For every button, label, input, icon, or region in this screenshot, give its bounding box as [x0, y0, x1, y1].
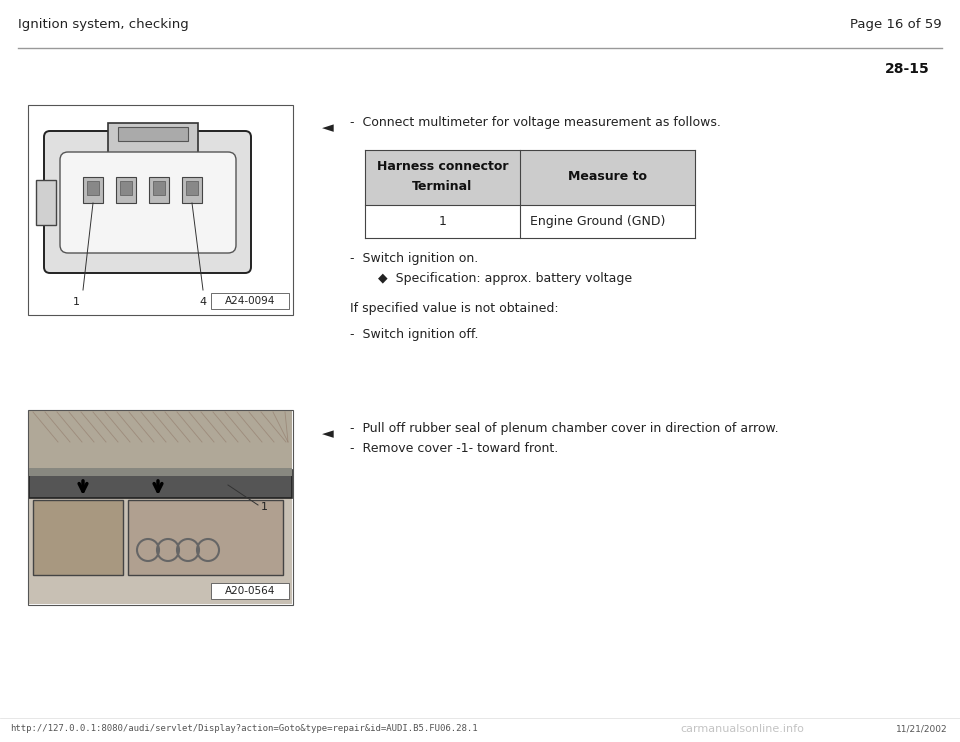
Bar [28, 410, 293, 605]
Bar [29, 411, 292, 604]
Text: ◄: ◄ [323, 120, 334, 135]
FancyBboxPatch shape [60, 152, 236, 253]
Bar [33, 500, 123, 575]
Text: A20-0564: A20-0564 [225, 586, 276, 596]
Bar [29, 411, 292, 471]
Text: ◆  Specification: approx. battery voltage: ◆ Specification: approx. battery voltage [378, 272, 632, 285]
Text: -  Switch ignition off.: - Switch ignition off. [350, 328, 478, 341]
Bar [29, 468, 292, 476]
Bar [211, 293, 289, 309]
Bar [186, 181, 198, 195]
Bar [182, 177, 202, 203]
FancyBboxPatch shape [44, 131, 251, 273]
Bar [153, 181, 165, 195]
Text: Page 16 of 59: Page 16 of 59 [851, 18, 942, 31]
Bar [365, 150, 695, 238]
Text: Terminal: Terminal [413, 180, 472, 193]
Bar [36, 180, 56, 225]
Bar [83, 177, 103, 203]
Text: 1: 1 [439, 215, 446, 228]
Text: 11/21/2002: 11/21/2002 [897, 724, 948, 733]
Bar [120, 181, 132, 195]
Text: 4: 4 [200, 297, 206, 307]
Text: A24-0094: A24-0094 [225, 296, 276, 306]
Bar [118, 127, 188, 141]
Text: http://127.0.0.1:8080/audi/servlet/Display?action=Goto&type=repair&id=AUDI.B5.FU: http://127.0.0.1:8080/audi/servlet/Displ… [10, 724, 478, 733]
Text: 28-15: 28-15 [885, 62, 930, 76]
Text: Engine Ground (GND): Engine Ground (GND) [530, 215, 665, 228]
Bar [211, 583, 289, 599]
Bar [28, 105, 293, 315]
Bar [128, 500, 283, 575]
Bar [365, 150, 695, 205]
Text: Ignition system, checking: Ignition system, checking [18, 18, 189, 31]
Text: 1: 1 [261, 502, 268, 512]
Text: -  Pull off rubber seal of plenum chamber cover in direction of arrow.: - Pull off rubber seal of plenum chamber… [350, 422, 779, 435]
Text: -  Connect multimeter for voltage measurement as follows.: - Connect multimeter for voltage measure… [350, 116, 721, 129]
Text: If specified value is not obtained:: If specified value is not obtained: [350, 302, 559, 315]
Text: Measure to: Measure to [568, 170, 647, 183]
Bar [149, 177, 169, 203]
Text: ◄: ◄ [323, 426, 334, 441]
Bar [87, 181, 99, 195]
Text: carmanualsonline.info: carmanualsonline.info [680, 724, 804, 734]
Bar [108, 123, 198, 153]
Text: 1: 1 [73, 297, 80, 307]
Bar [29, 470, 292, 498]
Bar [116, 177, 136, 203]
Text: -  Remove cover -1- toward front.: - Remove cover -1- toward front. [350, 442, 559, 455]
Text: Harness connector: Harness connector [376, 160, 508, 173]
Text: -  Switch ignition on.: - Switch ignition on. [350, 252, 478, 265]
